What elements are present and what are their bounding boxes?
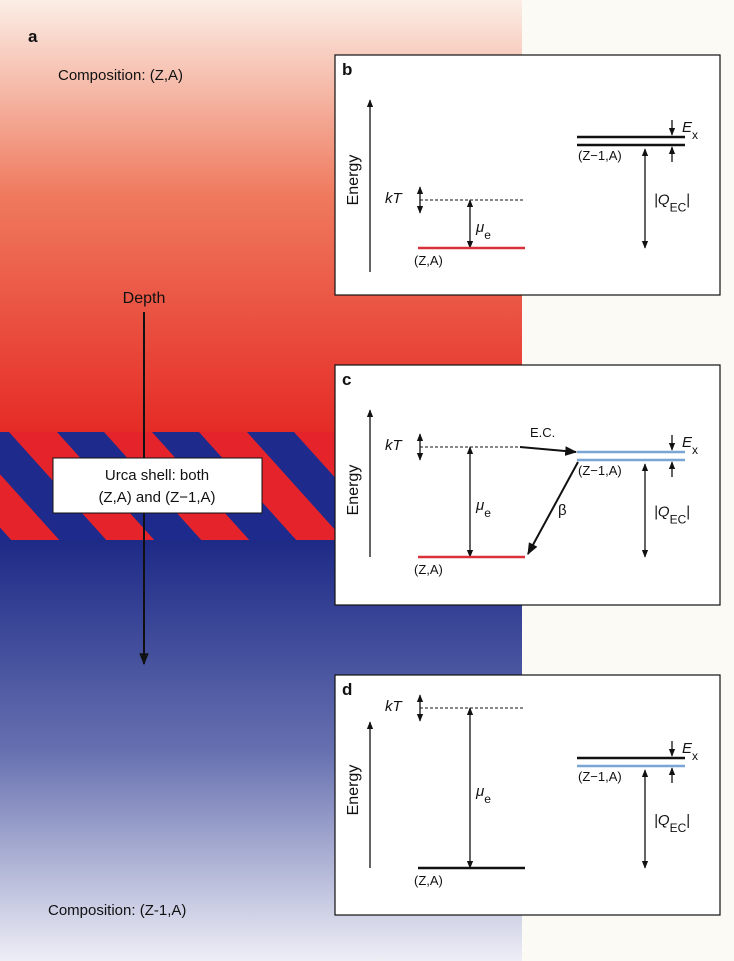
urca-text: (Z,A) and (Z−1,A) [98, 489, 215, 506]
mu-label-part: e [484, 506, 491, 520]
panel-frame [334, 54, 721, 296]
lower-state-label: (Z,A) [414, 873, 443, 888]
q-label-part: |Q [654, 192, 670, 209]
q-label-part: |Q [654, 504, 670, 521]
energy-label: Energy [345, 765, 362, 816]
mu-label: μe [475, 783, 491, 806]
ec-arrow [519, 446, 578, 456]
q-label: |QEC| [654, 192, 690, 215]
mu-label-part: μ [475, 497, 484, 514]
panel-frame [334, 364, 721, 606]
ex-label-part: E [682, 119, 693, 136]
ex-label-part: x [692, 443, 698, 457]
energy-label: Energy [345, 155, 362, 206]
upper-state-label: (Z−1,A) [578, 148, 622, 163]
lower-state-label: (Z,A) [414, 253, 443, 268]
mu-label-part: e [484, 228, 491, 242]
energy-label: Energy [345, 465, 362, 516]
composition-bottom: Composition: (Z-1,A) [48, 902, 186, 919]
ex-label: Ex [682, 434, 698, 457]
kT-label: kT [385, 698, 404, 715]
q-label: |QEC| [654, 812, 690, 835]
depth-label: Depth [123, 290, 166, 307]
urca-text: Urca shell: both [105, 467, 209, 484]
q-label-part: EC [670, 821, 687, 835]
panel-label: c [342, 370, 351, 389]
lower-state-label: (Z,A) [414, 562, 443, 577]
q-label-part: | [686, 192, 690, 209]
panel-label: a [28, 27, 38, 46]
composition-top: Composition: (Z,A) [58, 67, 183, 84]
urca-box [52, 457, 263, 514]
panel-label: d [342, 680, 352, 699]
mu-label-part: e [484, 792, 491, 806]
ex-label-part: E [682, 434, 693, 451]
beta-arrow [527, 461, 579, 556]
ex-label: Ex [682, 740, 698, 763]
q-label-part: | [686, 504, 690, 521]
mu-label: μe [475, 219, 491, 242]
q-label-part: EC [670, 513, 687, 527]
upper-state-label: (Z−1,A) [578, 769, 622, 784]
mu-label-part: μ [475, 219, 484, 236]
q-label-part: | [686, 812, 690, 829]
kT-label: kT [385, 190, 404, 207]
mu-label-part: μ [475, 783, 484, 800]
ex-label-part: E [682, 740, 693, 757]
q-label: |QEC| [654, 504, 690, 527]
ex-label-part: x [692, 128, 698, 142]
panel-frame [334, 674, 721, 916]
q-label-part: EC [670, 201, 687, 215]
ec-label: E.C. [530, 425, 555, 440]
ex-label-part: x [692, 749, 698, 763]
mu-label: μe [475, 497, 491, 520]
kT-label: kT [385, 437, 404, 454]
beta-label: β [558, 502, 567, 519]
q-label-part: |Q [654, 812, 670, 829]
upper-state-label: (Z−1,A) [578, 463, 622, 478]
panel-label: b [342, 60, 352, 79]
ex-label: Ex [682, 119, 698, 142]
